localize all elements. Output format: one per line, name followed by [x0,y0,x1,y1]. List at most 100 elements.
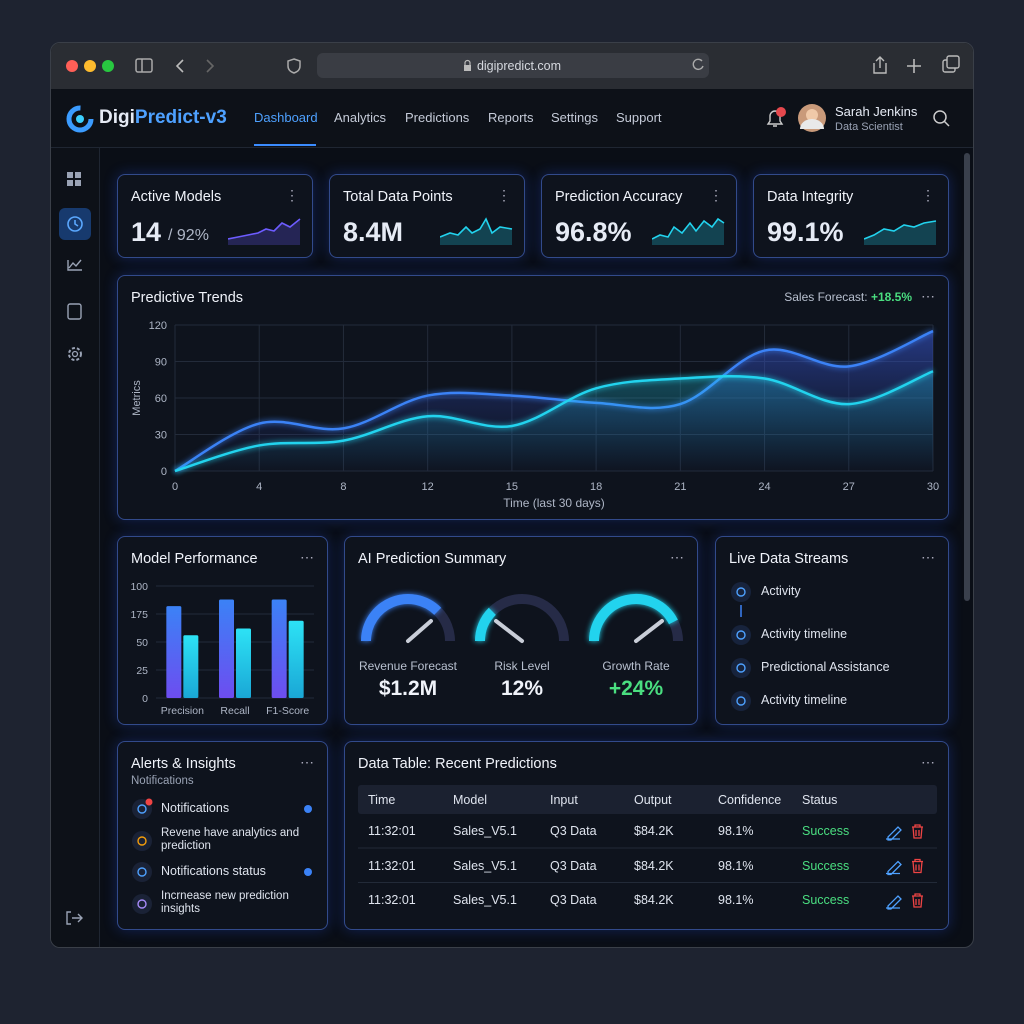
gauge-label: Growth Rate [602,659,670,673]
stream-icon-dot [736,696,746,706]
alert-item[interactable]: Revene have analytics and prediction [161,827,300,852]
card-title: Data Integrity [767,189,854,205]
alert-icon-dot [137,867,147,877]
series-line [174,329,934,473]
edit-icon[interactable] [886,860,902,876]
sparkline [652,217,725,245]
stream-icon [731,582,751,602]
bar [183,635,199,698]
url[interactable]: digipredict.com [476,59,562,73]
stream-icon [731,658,751,678]
table-cell: Sales_V5.1 [453,893,517,907]
y-tick-label: 25 [136,665,148,677]
nav-tab[interactable]: Analytics [334,110,387,125]
x-tick-label: 30 [927,481,939,493]
edit-icon[interactable] [886,895,902,910]
more-menu[interactable]: ⋮ [921,187,936,203]
gauge-value: $1.2M [378,677,438,700]
y-tick-label: 30 [155,430,167,442]
user-role: Data Scientist [835,121,903,133]
stream-item[interactable]: Predictional Assistance [761,660,890,674]
stream-icon-dot [736,663,746,673]
kpi-card: Active Models ⋮ 14 / 92% [117,174,313,258]
kpi-card: Data Integrity ⋮ 99.1% [753,174,949,258]
gauge-value: +24% [608,677,664,700]
card-title: Prediction Accuracy [555,189,683,205]
column-header: Time [368,793,396,807]
sparkline-line [228,218,301,240]
card-title: Total Data Points [343,189,453,205]
y-tick-label: 0 [142,693,148,705]
stream-item[interactable]: Activity timeline [761,627,848,641]
delete-icon[interactable] [912,858,923,874]
edit-icon[interactable] [886,826,902,841]
streams-card: Live Data Streams ⋯ Activity Activity timel… [715,536,949,725]
alert-item[interactable]: Notifications status [161,864,266,878]
more-menu[interactable]: ⋮ [285,187,300,203]
delete-icon[interactable] [912,893,923,908]
sparkline-area [652,219,724,245]
row-icons [358,824,937,910]
more-menu[interactable]: ⋮ [497,187,512,203]
more-menu[interactable]: ⋯ [921,754,936,770]
nav-tab[interactable]: Predictions [405,110,470,125]
gauges [361,594,683,643]
table-cell: $84.2K [634,824,674,838]
card-title: Live Data Streams [729,551,849,567]
stream-icon-dot [736,587,746,597]
table-cell: Q3 Data [550,824,597,838]
nav-tab[interactable]: Settings [551,110,598,125]
more-menu[interactable]: ⋯ [670,549,685,565]
table-cell: Q3 Data [550,858,597,873]
unread-dot [304,868,312,876]
table-cell: Success [802,858,850,873]
stream-item[interactable]: Activity [761,584,801,598]
x-axis-label: Time (last 30 days) [503,496,605,510]
table-cell: Success [802,893,850,907]
gauge-label: Risk Level [494,659,550,673]
delete-icon[interactable] [912,824,923,839]
gauge-fill [361,594,442,642]
x-tick-label: 8 [340,481,346,493]
table-cell: Q3 Data [550,893,597,907]
scrollbar[interactable] [964,153,970,601]
more-menu[interactable]: ⋯ [300,549,315,565]
column-header: Model [453,793,488,807]
more-menu[interactable]: ⋯ [921,288,936,304]
x-tick-label: 4 [256,481,262,493]
chrome-icons [66,53,960,78]
alert-icon [132,894,152,914]
kpi-card: Total Data Points ⋮ 8.4M [329,174,525,258]
alert-icon [132,862,152,882]
column-header: Status [802,793,838,807]
alert-item[interactable]: Notifications [161,801,230,815]
nav-tab[interactable]: Support [616,110,662,125]
y-tick-label: 100 [130,581,148,593]
forecast: Sales Forecast: +18.5% [784,290,912,304]
nav-tab[interactable]: Dashboard [254,110,318,125]
brand: DigiPredict-v3 [99,107,227,129]
y-tick-label: 90 [155,357,167,369]
logo [66,105,94,133]
column-header: Confidence [718,793,782,807]
series-line [174,370,934,473]
gauge-track [475,594,569,642]
column-header: Output [634,793,672,807]
more-menu[interactable]: ⋮ [709,187,724,203]
nav-tab[interactable]: Reports [488,110,534,125]
column-header: Input [550,793,578,807]
table-cell: $84.2K [634,858,674,873]
user-name[interactable]: Sarah Jenkins [835,104,918,119]
sidebar-icons [59,172,91,925]
more-menu[interactable]: ⋯ [921,549,936,565]
stream-icon [731,691,751,711]
alert-item[interactable]: Incrnease new prediction insights [161,890,289,915]
sparkline-line [864,220,937,240]
table-cell: Sales_V5.1 [453,858,517,873]
table-header [358,785,937,814]
x-tick-label: 21 [674,481,686,493]
x-tick-label: 18 [590,481,602,493]
card-title: Alerts & Insights [131,756,236,772]
more-menu[interactable]: ⋯ [300,754,315,770]
stream-item[interactable]: Activity timeline [761,693,848,707]
